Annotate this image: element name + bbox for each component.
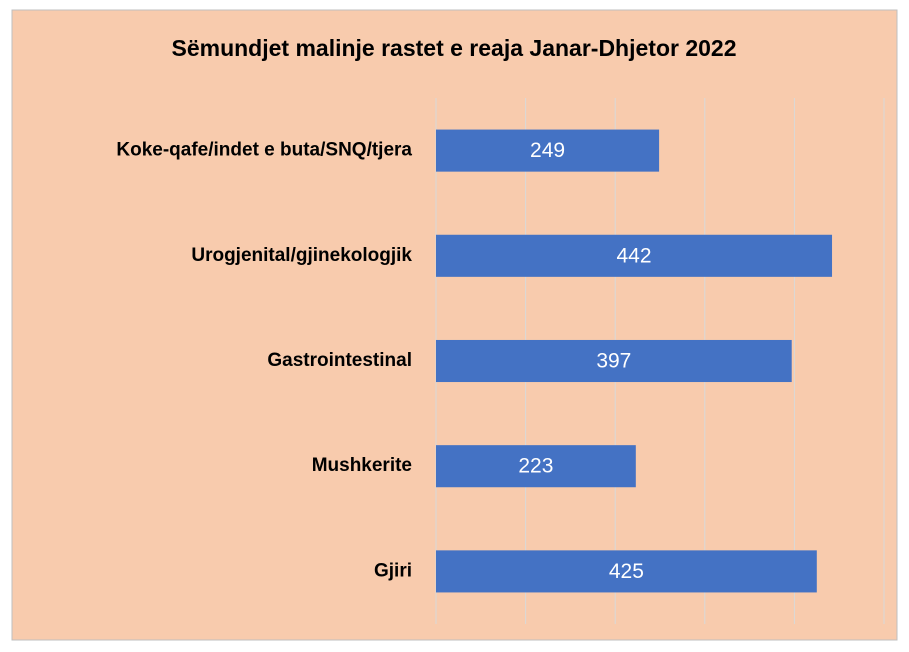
- y-tick-label: Mushkerite: [312, 455, 412, 476]
- bar: [436, 129, 660, 172]
- bar: [436, 234, 833, 277]
- bar: [436, 550, 817, 593]
- y-tick-label: Koke-qafe/indet e buta/SNQ/tjera: [116, 140, 412, 161]
- chart-background: [11, 9, 898, 641]
- data-label: 425: [609, 560, 644, 583]
- data-label: 249: [530, 139, 565, 162]
- y-tick-label: Gastrointestinal: [267, 350, 412, 371]
- bar: [436, 445, 636, 488]
- data-label: 223: [518, 455, 553, 478]
- y-tick-label: Gjiri: [374, 560, 412, 581]
- chart-title: Sëmundjet malinje rastet e reaja Janar-D…: [171, 35, 736, 61]
- data-label: 397: [596, 350, 631, 373]
- data-label: 442: [616, 244, 651, 267]
- y-tick-label: Urogjenital/gjinekologjik: [191, 245, 412, 266]
- bar: [436, 339, 792, 383]
